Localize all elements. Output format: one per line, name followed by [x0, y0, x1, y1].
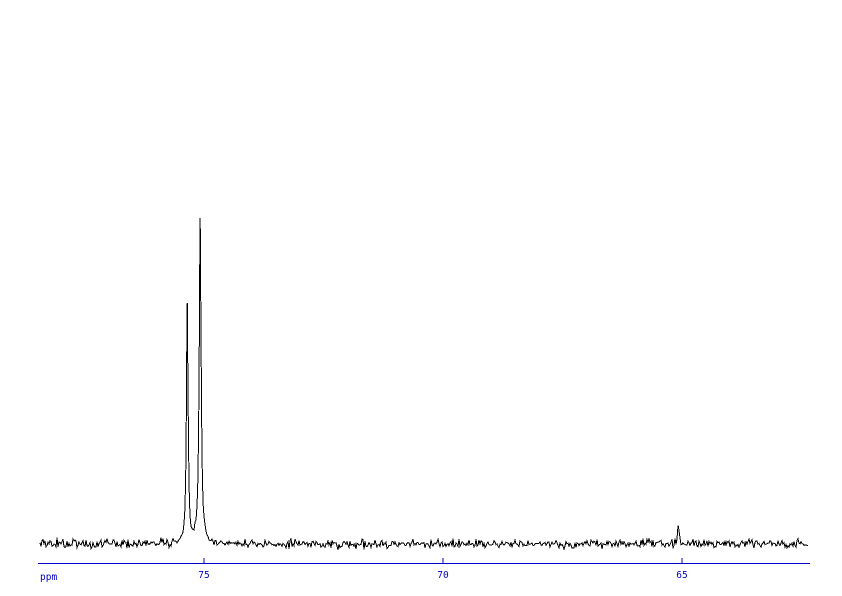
x-axis-ticks [203, 558, 683, 564]
x-axis-tick-label: 70 [437, 570, 449, 581]
x-axis-unit-label: ppm [40, 572, 57, 583]
x-axis-tick-label: 75 [198, 570, 209, 581]
x-axis-tick-label: 65 [676, 570, 687, 581]
spectrum-trace [39, 217, 809, 551]
